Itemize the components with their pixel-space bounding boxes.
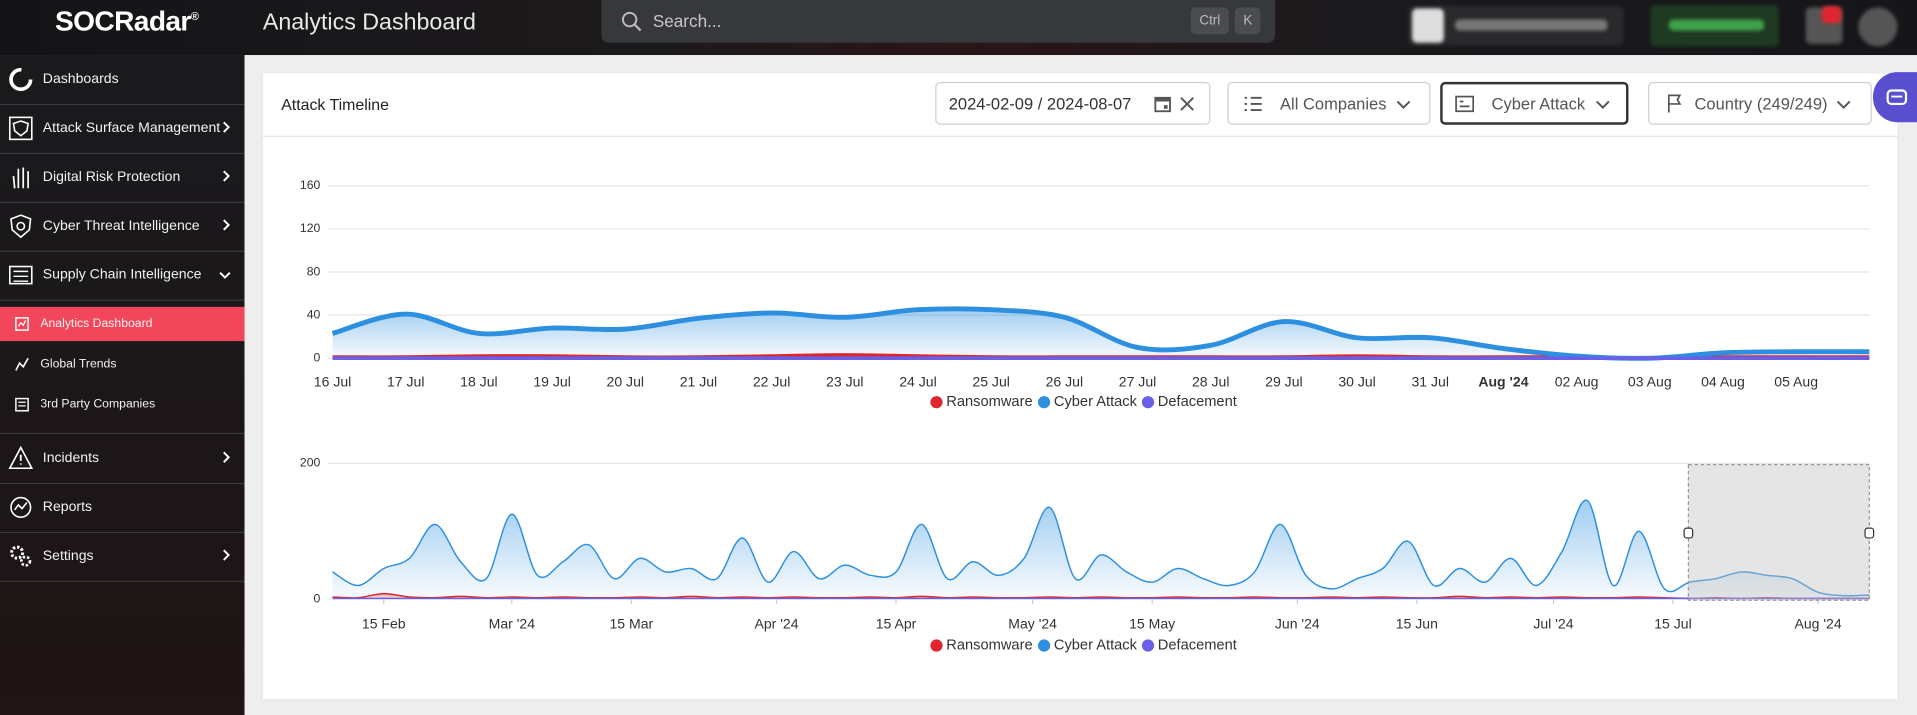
country-filter[interactable]: Country (249/249): [1648, 81, 1872, 125]
chat-button[interactable]: [1872, 72, 1917, 123]
chevron: [223, 549, 231, 561]
chat-icon: [1886, 89, 1908, 106]
company-filter[interactable]: All Companies: [1227, 81, 1431, 125]
date-range-picker[interactable]: 2024-02-09 / 2024-08-07: [935, 81, 1211, 125]
shortcut-key: Ctrl: [1190, 7, 1229, 35]
chevron: [223, 451, 231, 463]
clear-icon[interactable]: [1179, 95, 1196, 112]
nav-item[interactable]: Dashboards: [0, 55, 245, 106]
sub-nav-icon: [15, 397, 29, 412]
sub-nav-item[interactable]: 3rd Party Companies: [0, 388, 245, 422]
nav-item[interactable]: Cyber Threat Intelligence: [0, 202, 245, 252]
nav-icon: [10, 214, 32, 239]
nav-label: Attack Surface Management: [42, 121, 221, 136]
chevron: [219, 271, 231, 279]
registered: ®: [190, 10, 199, 23]
nav-item[interactable]: Incidents: [0, 432, 245, 485]
nav-label: Dashboards: [42, 72, 119, 87]
search-placeholder: Search...: [652, 11, 722, 31]
nav-item[interactable]: Settings: [0, 532, 245, 582]
panel-title: Attack Timeline: [281, 95, 389, 114]
search-icon: [621, 11, 642, 32]
nav-icon: [8, 265, 33, 285]
app-title: Analytics Dashboard: [262, 9, 476, 36]
nav-label: Digital Risk Protection: [42, 169, 181, 185]
notification-badge: [1821, 6, 1842, 24]
list-icon: [1244, 96, 1262, 111]
filter-label: Cyber Attack: [1491, 94, 1586, 113]
flag-icon: [1667, 94, 1682, 113]
nav-item[interactable]: Digital Risk Protection: [0, 153, 245, 203]
shortcut-key: K: [1234, 7, 1261, 35]
nav-label: Incidents: [42, 451, 100, 466]
filter-label: All Companies: [1280, 94, 1387, 113]
nav-icon: [8, 445, 34, 470]
nav-item[interactable]: Reports: [0, 483, 245, 534]
chevron: [1396, 100, 1411, 109]
nav-label: Supply Chain Intelligence: [42, 267, 202, 283]
status-text: [1668, 19, 1765, 31]
nav-label: Reports: [42, 500, 93, 515]
nav-label: Settings: [42, 548, 94, 564]
search-box[interactable]: Search... Ctrl K: [601, 0, 1276, 43]
nav-icon: [10, 545, 32, 567]
chevron: [1836, 100, 1851, 109]
chevron: [223, 121, 231, 133]
card-icon: [1455, 95, 1475, 113]
company-avatar: [1412, 8, 1444, 43]
nav-icon: [9, 67, 33, 92]
date-range: 2024-02-09 / 2024-08-07: [948, 94, 1132, 113]
sub-nav-item[interactable]: Global Trends: [0, 347, 245, 381]
sub-nav-icon: [15, 317, 29, 331]
attack-type-filter[interactable]: Cyber Attack: [1440, 81, 1629, 125]
top-bar: SOCRadar® Analytics Dashboard Search... …: [0, 0, 1917, 56]
company-name: [1454, 19, 1608, 31]
filter-label: Country (249/249): [1694, 94, 1828, 113]
sub-nav-label: Global Trends: [40, 357, 117, 372]
nav-item[interactable]: Attack Surface Management: [0, 104, 245, 155]
chevron: [223, 170, 231, 182]
sub-nav-icon: [15, 357, 29, 371]
sidebar: Dashboards Attack Surface Management Dig…: [0, 55, 245, 715]
panel-header: Attack Timeline 2024-02-09 / 2024-08-07 …: [262, 73, 1898, 137]
logo-text: SOCRadar: [55, 4, 191, 37]
nav-icon: [8, 116, 33, 141]
nav-icon: [10, 496, 32, 518]
attack-timeline-panel: Attack Timeline 2024-02-09 / 2024-08-07 …: [262, 73, 1898, 700]
chevron: [1595, 100, 1610, 109]
calendar-icon[interactable]: [1153, 94, 1173, 114]
sub-nav-label: 3rd Party Companies: [40, 397, 156, 412]
nav-item[interactable]: Supply Chain Intelligence: [0, 251, 245, 301]
logo[interactable]: SOCRadar®: [55, 4, 199, 38]
nav-label: Cyber Threat Intelligence: [42, 218, 200, 234]
user-avatar[interactable]: [1858, 7, 1898, 47]
chevron: [223, 219, 231, 231]
sub-nav-item[interactable]: Analytics Dashboard: [0, 306, 245, 342]
sub-nav-label: Analytics Dashboard: [40, 317, 153, 331]
nav-icon: [12, 167, 29, 189]
